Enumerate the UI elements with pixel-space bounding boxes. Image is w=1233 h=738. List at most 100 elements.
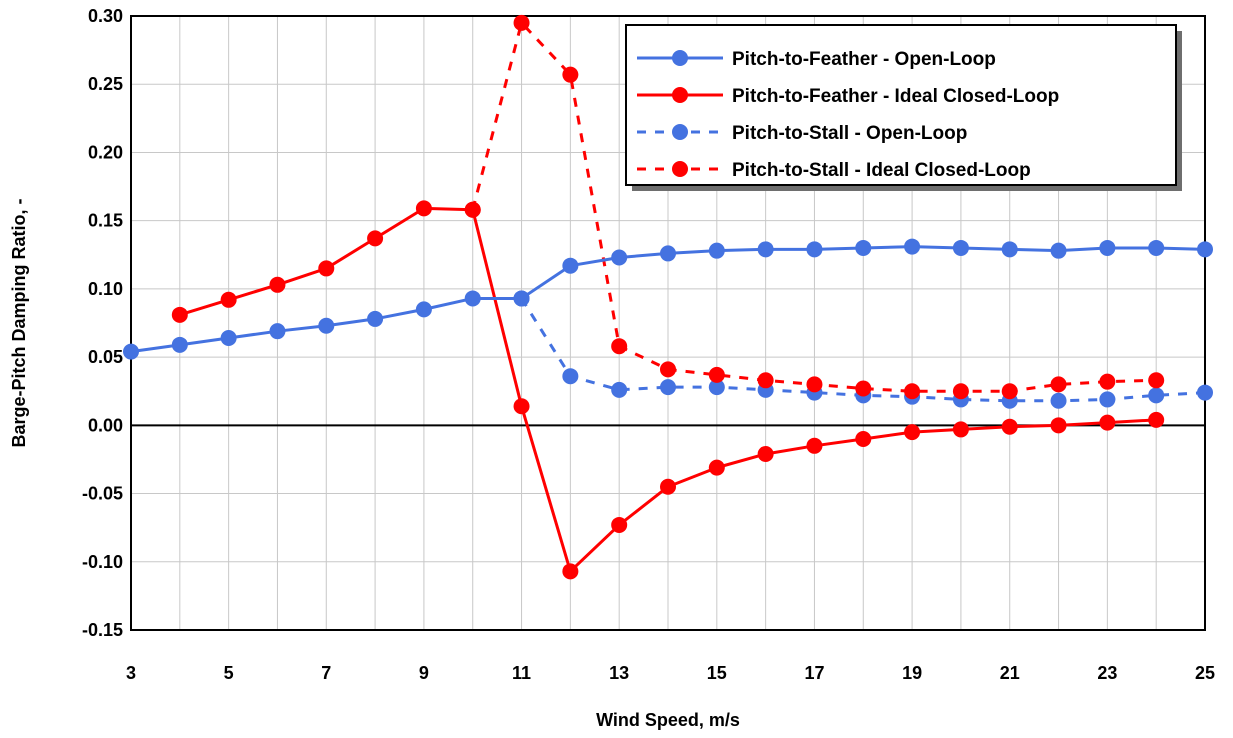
y-tick-label: 0.30 xyxy=(88,6,123,26)
x-tick-label: 19 xyxy=(902,663,922,683)
x-tick-label: 17 xyxy=(804,663,824,683)
data-point xyxy=(1148,239,1165,256)
data-point xyxy=(611,249,628,266)
data-point xyxy=(1099,391,1116,408)
data-point xyxy=(806,437,823,454)
y-axis-title: Barge-Pitch Damping Ratio, - xyxy=(9,198,29,447)
series-4 xyxy=(464,14,1165,400)
data-point xyxy=(757,445,774,462)
data-point xyxy=(171,336,188,353)
data-point xyxy=(464,290,481,307)
data-point xyxy=(415,301,432,318)
legend-marker xyxy=(672,87,688,103)
data-point xyxy=(1001,241,1018,258)
legend-label: Pitch-to-Stall - Ideal Closed-Loop xyxy=(732,160,1031,181)
y-tick-labels: 0.30 0.25 0.20 0.15 0.10 0.05 0.00 -0.05 -0.10 -0… xyxy=(82,6,123,640)
data-point xyxy=(562,368,579,385)
data-point xyxy=(708,366,725,383)
legend-item: Pitch-to-Feather - Open-Loop xyxy=(637,49,996,70)
legend-marker xyxy=(672,124,688,140)
data-point xyxy=(611,381,628,398)
data-point xyxy=(611,338,628,355)
series-1 xyxy=(123,238,1213,360)
data-point xyxy=(269,323,286,340)
data-point xyxy=(1197,241,1213,258)
data-point xyxy=(757,372,774,389)
data-point xyxy=(660,245,676,262)
data-point xyxy=(904,424,921,441)
x-tick-label: 25 xyxy=(1195,663,1215,683)
legend-label: Pitch-to-Feather - Open-Loop xyxy=(732,49,996,70)
data-point xyxy=(904,383,921,400)
x-tick-label: 15 xyxy=(707,663,727,683)
y-tick-label: -0.10 xyxy=(82,552,123,572)
data-point xyxy=(562,66,579,83)
y-tick-label: 0.00 xyxy=(88,415,123,435)
data-point xyxy=(1148,372,1165,389)
data-point xyxy=(1001,383,1018,400)
data-point xyxy=(952,239,969,256)
data-point xyxy=(367,310,384,327)
data-point xyxy=(660,379,676,396)
legend-label: Pitch-to-Feather - Ideal Closed-Loop xyxy=(732,86,1059,107)
data-point xyxy=(855,430,872,447)
x-axis-title: Wind Speed, m/s xyxy=(596,710,740,730)
data-point xyxy=(1050,392,1067,409)
x-tick-label: 9 xyxy=(419,663,429,683)
y-tick-label: 0.10 xyxy=(88,279,123,299)
y-tick-label: -0.15 xyxy=(82,620,123,640)
y-tick-label: 0.15 xyxy=(88,211,123,231)
data-point xyxy=(660,361,676,378)
x-tick-label: 7 xyxy=(321,663,331,683)
data-point xyxy=(562,563,579,580)
data-point xyxy=(952,383,969,400)
legend-item: Pitch-to-Stall - Open-Loop xyxy=(637,123,967,144)
data-point xyxy=(757,241,774,258)
legend-label: Pitch-to-Stall - Open-Loop xyxy=(732,123,967,144)
y-tick-label: 0.05 xyxy=(88,347,123,367)
x-tick-label: 21 xyxy=(1000,663,1020,683)
data-point xyxy=(708,242,725,259)
y-tick-label: 0.25 xyxy=(88,74,123,94)
x-tick-label: 11 xyxy=(512,663,531,683)
data-point xyxy=(513,290,530,307)
data-point xyxy=(708,379,725,396)
data-point xyxy=(367,230,384,247)
series-2 xyxy=(171,200,1165,580)
data-point xyxy=(464,201,481,218)
data-point xyxy=(318,260,335,277)
data-point xyxy=(1099,373,1116,390)
legend-marker xyxy=(672,161,688,177)
plot-frame xyxy=(130,15,1206,631)
data-point xyxy=(1099,414,1116,431)
data-point xyxy=(513,14,530,31)
data-point xyxy=(1050,242,1067,259)
data-point xyxy=(513,398,530,415)
data-point xyxy=(220,330,237,347)
data-point xyxy=(806,376,823,393)
legend-marker xyxy=(672,50,688,66)
data-point xyxy=(269,276,286,293)
data-point xyxy=(952,421,969,438)
data-point xyxy=(318,317,335,334)
series-layer xyxy=(123,14,1213,580)
legend: Pitch-to-Feather - Open-Loop Pitch-to-Fea… xyxy=(625,24,1182,191)
x-tick-labels: 3 5 7 9 11 13 15 17 19 21 23 25 xyxy=(126,663,1215,683)
data-point xyxy=(123,343,139,360)
data-point xyxy=(708,459,725,476)
data-point xyxy=(1050,376,1067,393)
data-point xyxy=(1001,418,1018,435)
legend-box xyxy=(625,24,1177,186)
x-tick-label: 13 xyxy=(609,663,629,683)
data-point xyxy=(220,291,237,308)
x-tick-label: 5 xyxy=(224,663,234,683)
data-point xyxy=(1050,417,1067,434)
data-point xyxy=(855,239,872,256)
legend-item: Pitch-to-Stall - Ideal Closed-Loop xyxy=(637,160,1031,181)
x-tick-label: 23 xyxy=(1097,663,1117,683)
data-point xyxy=(660,478,676,495)
data-point xyxy=(611,516,628,533)
data-point xyxy=(806,241,823,258)
y-tick-label: -0.05 xyxy=(82,484,123,504)
data-point xyxy=(562,257,579,274)
